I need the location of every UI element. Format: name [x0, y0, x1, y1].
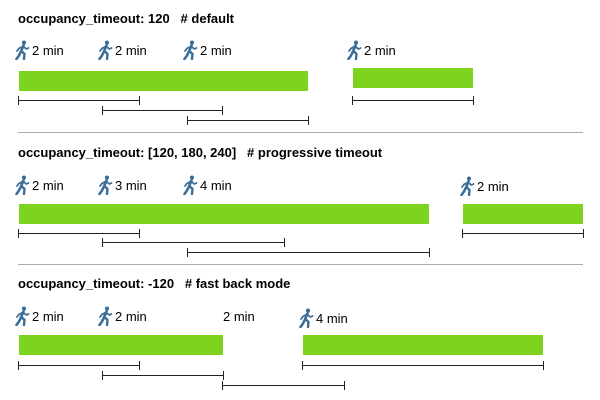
- motion-event: 4 min: [182, 174, 232, 196]
- occupied-bar: [19, 335, 223, 355]
- timeout-span: [187, 116, 309, 125]
- timeout-span: [462, 229, 584, 238]
- motion-event: 2 min: [97, 305, 147, 327]
- walking-person-icon: [15, 175, 30, 195]
- walking-person-icon: [15, 40, 30, 60]
- motion-event: 2 min: [459, 175, 509, 197]
- timeout-span: [18, 229, 140, 238]
- walking-person-icon: [98, 40, 113, 60]
- motion-duration: 2 min: [115, 42, 147, 58]
- motion-event: 2 min: [97, 39, 147, 61]
- timeout-label: 2 min: [223, 305, 255, 327]
- occupied-bar: [19, 71, 308, 91]
- timeout-span: [352, 96, 474, 105]
- occupied-bar: [303, 335, 543, 355]
- walking-person-icon: [460, 176, 475, 196]
- motion-duration: 4 min: [200, 177, 232, 193]
- timeout-span: [102, 371, 224, 380]
- section-2-title: occupancy_timeout: [120, 180, 240] # pro…: [18, 145, 383, 160]
- motion-duration: 2 min: [223, 308, 255, 324]
- motion-duration: 2 min: [32, 177, 64, 193]
- timeout-span: [302, 361, 544, 370]
- timeout-span: [18, 96, 140, 105]
- timeout-span: [222, 381, 345, 390]
- motion-duration: 4 min: [316, 310, 348, 326]
- section-1-title: occupancy_timeout: 120 # default: [18, 11, 235, 26]
- motion-event: 3 min: [97, 174, 147, 196]
- walking-person-icon: [15, 306, 30, 326]
- motion-event: 2 min: [14, 305, 64, 327]
- section-divider: [18, 264, 583, 265]
- motion-duration: 3 min: [115, 177, 147, 193]
- occupied-bar: [463, 204, 583, 224]
- section-3-title: occupancy_timeout: -120 # fast back mode: [18, 276, 291, 291]
- motion-event: 2 min: [346, 39, 396, 61]
- occupied-bar: [19, 204, 429, 224]
- motion-event: 2 min: [182, 39, 232, 61]
- walking-person-icon: [98, 306, 113, 326]
- timeout-span: [102, 238, 285, 247]
- occupied-bar: [353, 68, 473, 88]
- timeout-span: [18, 361, 140, 370]
- motion-duration: 2 min: [32, 308, 64, 324]
- motion-duration: 2 min: [32, 42, 64, 58]
- section-divider: [18, 132, 583, 133]
- motion-duration: 2 min: [477, 178, 509, 194]
- timeout-span: [102, 106, 223, 115]
- motion-event: 2 min: [14, 174, 64, 196]
- motion-event: 2 min: [14, 39, 64, 61]
- motion-duration: 2 min: [364, 42, 396, 58]
- walking-person-icon: [347, 40, 362, 60]
- motion-duration: 2 min: [200, 42, 232, 58]
- timeout-span: [187, 248, 430, 257]
- walking-person-icon: [299, 308, 314, 328]
- motion-duration: 2 min: [115, 308, 147, 324]
- walking-person-icon: [183, 175, 198, 195]
- walking-person-icon: [183, 40, 198, 60]
- motion-event: 4 min: [298, 307, 348, 329]
- walking-person-icon: [98, 175, 113, 195]
